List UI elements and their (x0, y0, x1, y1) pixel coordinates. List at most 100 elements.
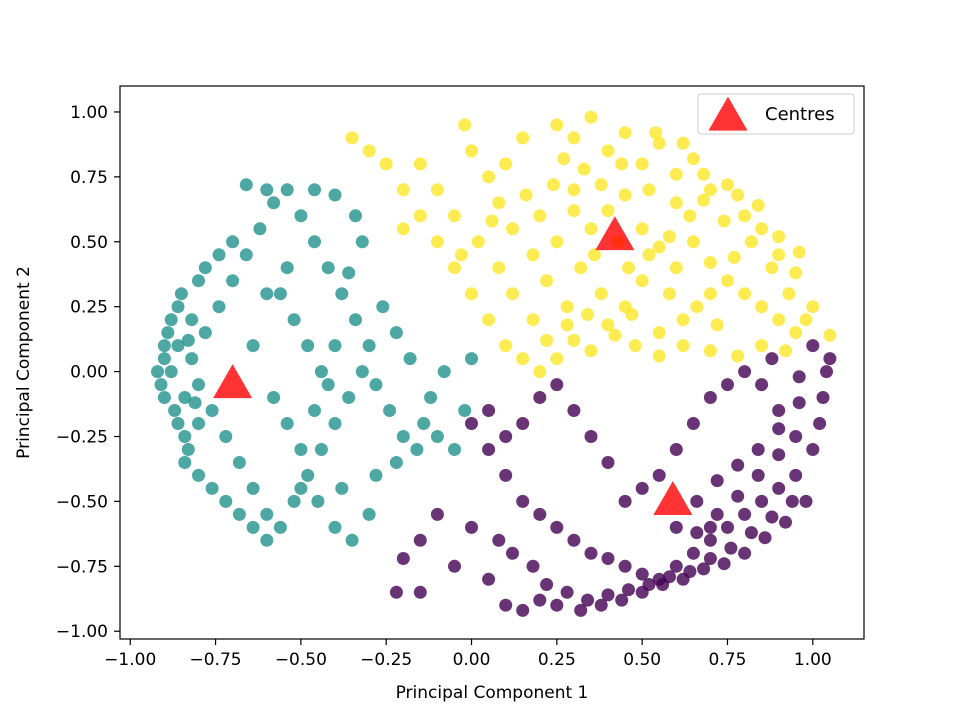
cluster-0-point (642, 183, 656, 197)
cluster-0-point (482, 170, 496, 184)
cluster-0-point (516, 352, 530, 366)
cluster-0-point (594, 178, 608, 192)
cluster-2-point (703, 533, 717, 547)
cluster-1-point (168, 404, 182, 417)
cluster-2-point (779, 515, 792, 529)
cluster-0-point (413, 209, 427, 223)
cluster-1-point (294, 443, 308, 456)
cluster-0-point (697, 193, 711, 207)
cluster-0-point (379, 157, 393, 171)
cluster-2-point (516, 494, 530, 508)
cluster-0-point (717, 214, 731, 228)
cluster-0-point (772, 230, 786, 244)
cluster-1-point (185, 313, 199, 327)
cluster-1-point (198, 326, 212, 340)
cluster-0-point (721, 178, 734, 192)
cluster-2-point (721, 520, 734, 534)
cluster-0-point (792, 245, 806, 259)
cluster-1-point (369, 468, 383, 482)
cluster-1-point (205, 481, 219, 495)
cluster-1-point (342, 266, 356, 280)
cluster-1-point (349, 313, 362, 327)
cluster-0-point (533, 209, 547, 223)
cluster-1-point (314, 443, 328, 456)
centre-triangle-icon (595, 216, 635, 251)
cluster-0-point (731, 188, 745, 202)
centre-triangle-icon (653, 480, 693, 515)
cluster-2-point (656, 578, 670, 591)
cluster-0-point (550, 235, 564, 249)
cluster-2-point (550, 520, 564, 534)
cluster-2-point (792, 396, 806, 410)
cluster-1-point (157, 339, 171, 353)
cluster-1-point (260, 183, 274, 197)
cluster-2-point (755, 494, 769, 508)
cluster-0-point (396, 183, 410, 197)
cluster-0-point (649, 126, 663, 140)
cluster-1-point (448, 443, 461, 456)
cluster-0-point (471, 235, 485, 249)
cluster-2-point (690, 494, 704, 508)
cluster-2-point (533, 391, 547, 404)
cluster-0-point (744, 235, 758, 249)
cluster-1-point (335, 481, 349, 495)
cluster-0-point (506, 287, 519, 301)
cluster-0-point (448, 209, 461, 223)
cluster-1-point (349, 209, 362, 223)
data-points (151, 110, 837, 617)
cluster-2-point (669, 520, 683, 534)
cluster-2-point (618, 559, 632, 573)
cluster-0-point (345, 131, 359, 145)
cluster-2-point (465, 520, 478, 534)
cluster-1-point (301, 468, 315, 482)
cluster-1-point (192, 274, 205, 288)
x-axis-ticks: −1.00 −0.75 −0.50 −0.25 0.00 0.25 0.50 0.75 1.00 (104, 639, 832, 670)
cluster-1-point (389, 456, 403, 469)
cluster-0-point (669, 261, 683, 275)
cluster-0-point (686, 152, 700, 166)
cluster-0-point (669, 196, 683, 210)
cluster-0-point (765, 261, 779, 275)
cluster-0-point (755, 222, 769, 236)
cluster-1-point (424, 391, 438, 404)
cluster-2-point (751, 468, 765, 482)
cluster-1-point (171, 417, 185, 430)
cluster-2-point (526, 559, 540, 573)
cluster-2-point (567, 533, 581, 547)
cluster-0-point (499, 339, 513, 353)
cluster-1-point (253, 222, 267, 236)
cluster-0-point (642, 248, 656, 262)
cluster-0-point (465, 144, 478, 158)
cluster-0-point (703, 256, 717, 269)
cluster-2-point (717, 557, 731, 571)
cluster-1-point (355, 365, 369, 379)
cluster-0-point (751, 198, 765, 212)
cluster-1-point (465, 352, 478, 366)
cluster-1-point (192, 468, 205, 482)
cluster-0-point (482, 313, 496, 327)
cluster-1-point (403, 352, 417, 366)
cluster-0-point (618, 188, 632, 202)
cluster-2-point (820, 365, 833, 379)
cluster-2-point (806, 443, 820, 456)
cluster-2-point (721, 378, 734, 392)
cluster-0-point (799, 313, 813, 327)
cluster-2-point (550, 378, 564, 392)
cluster-0-point (615, 157, 629, 171)
cluster-0-point (823, 328, 837, 342)
cluster-1-point (321, 261, 335, 275)
cluster-2-point (396, 552, 410, 565)
cluster-0-point (485, 214, 499, 228)
cluster-0-point (779, 344, 792, 358)
cluster-0-point (697, 167, 711, 181)
cluster-0-point (652, 326, 666, 340)
cluster-0-point (458, 118, 472, 132)
cluster-0-point (652, 136, 666, 150)
cluster-0-point (635, 274, 649, 288)
cluster-2-point (738, 546, 752, 560)
plot-frame (119, 85, 865, 640)
cluster-0-point (540, 274, 554, 288)
cluster-2-point (533, 507, 547, 521)
cluster-0-point (625, 308, 639, 321)
cluster-1-point (311, 494, 325, 508)
